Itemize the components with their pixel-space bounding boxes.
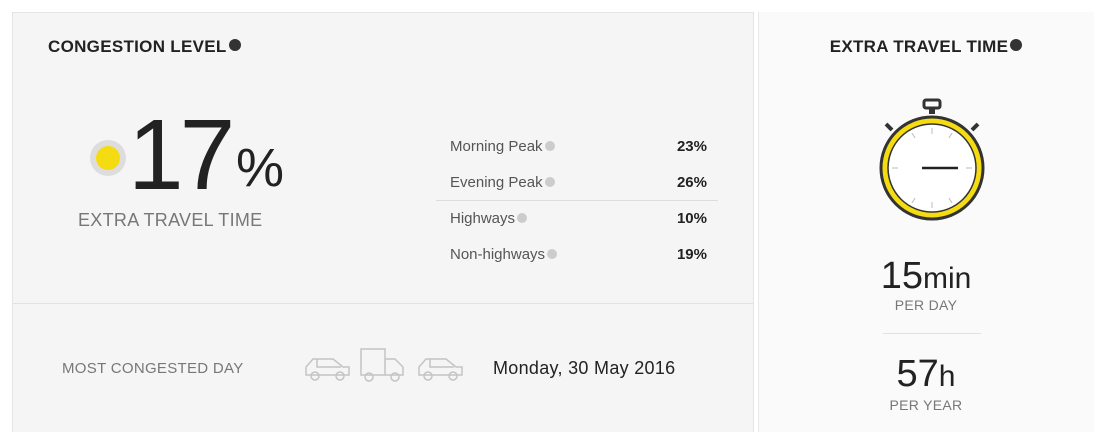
crown [922,98,942,110]
most-congested-label: MOST CONGESTED DAY [62,360,244,377]
congestion-unit: % [236,138,285,198]
per-year-label: PER YEAR [889,397,963,413]
per-day-value: 15min [758,255,1094,298]
row-value: 19% [676,246,707,263]
help-icon[interactable] [547,249,558,259]
congestion-title: CONGESTION LEVEL [48,37,227,56]
wheel [335,371,345,381]
divider [436,200,718,201]
row-value: 10% [676,210,707,227]
per-year-unit: h [938,360,956,393]
help-icon[interactable] [517,213,528,223]
wheel [364,372,374,382]
help-icon[interactable] [228,39,241,51]
per-day-label: PER DAY [894,297,958,313]
congestion-heading: CONGESTION LEVEL [48,37,241,57]
row-label: Morning Peak [450,138,543,155]
help-icon[interactable] [544,177,555,187]
stat-row: Highways 10% [450,209,707,229]
extra-time-card [758,12,1094,432]
stopwatch-icon [879,98,985,221]
row-value: 23% [676,138,707,155]
stat-row: Non-highways 19% [450,245,707,265]
extra-time-heading: EXTRA TRAVEL TIME [758,37,1094,57]
button [970,122,980,132]
congestion-card [12,12,754,432]
row-label: Non-highways [450,246,546,263]
most-congested-day: Monday, 30 May 2016 [493,358,676,378]
wheel [310,371,320,381]
help-icon[interactable] [544,141,555,151]
wheel [390,372,400,382]
wheel [423,371,433,381]
row-label: Evening Peak [450,174,543,191]
per-day-unit: min [922,262,972,295]
help-icon[interactable] [1010,39,1023,51]
car-icon [305,358,350,376]
per-year-number: 57 [896,353,939,395]
stem [929,108,935,114]
row-value: 26% [676,174,707,191]
car-icon [418,358,463,376]
indicator-dot [96,146,120,170]
divider [13,303,753,304]
wheel [448,371,458,381]
per-year-value: 57h [758,353,1094,396]
extra-time-title: EXTRA TRAVEL TIME [829,37,1009,56]
ticks [892,128,972,208]
stat-row: Evening Peak 26% [450,173,707,193]
congestion-value: 17 [128,99,235,211]
per-day-number: 15 [880,255,923,297]
row-label: Highways [450,210,516,227]
stat-row: Morning Peak 23% [450,137,707,157]
divider [883,333,981,334]
vehicle-icons [305,348,463,382]
congestion-caption: EXTRA TRAVEL TIME [78,210,263,230]
button [884,122,894,132]
truck-icon [360,348,404,376]
